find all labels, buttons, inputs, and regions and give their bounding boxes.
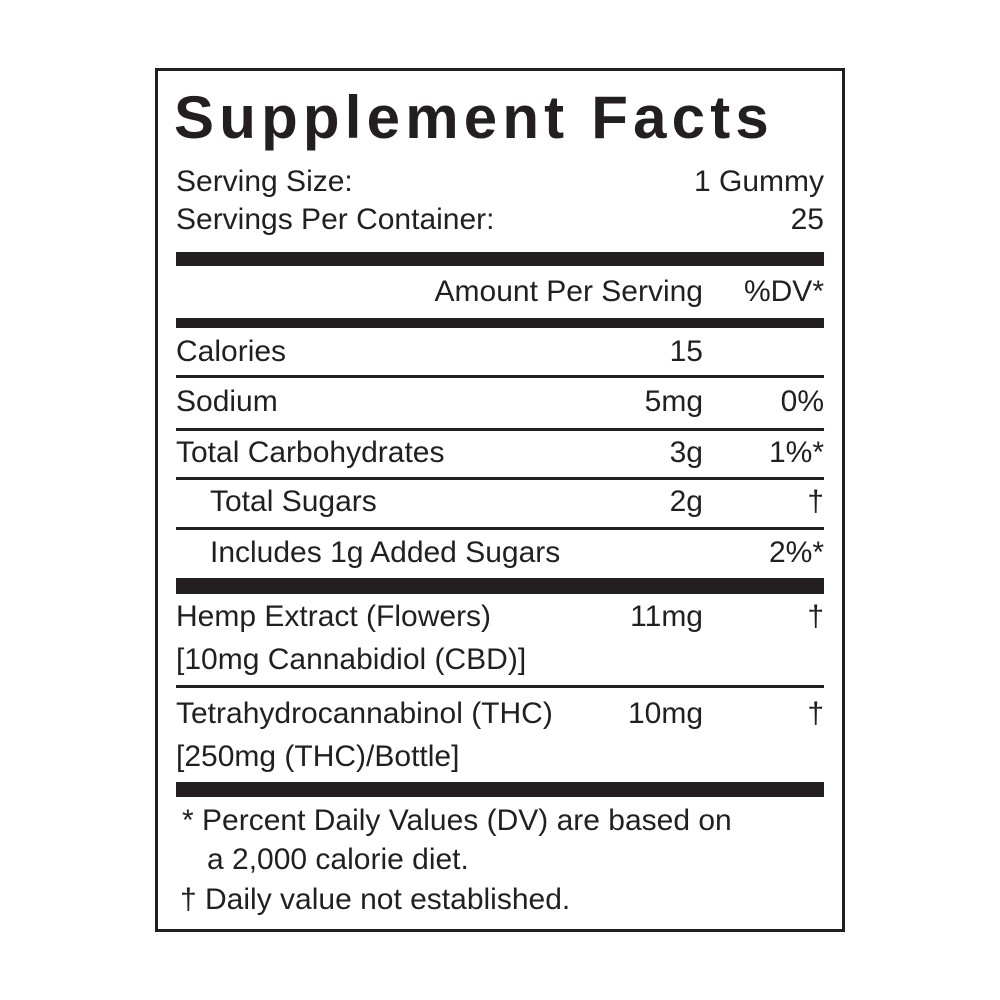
divider-thick — [176, 252, 824, 266]
divider-thin — [176, 527, 824, 530]
row-carbs-dv: 1%* — [768, 436, 824, 469]
row-sodium-dv: 0% — [780, 385, 824, 418]
amount-per-serving-header: Amount Per Serving — [434, 275, 703, 308]
divider-thin — [176, 477, 824, 480]
row-hemp-sub: [10mg Cannabidiol (CBD)] — [176, 643, 527, 676]
row-sodium-amount: 5mg — [644, 385, 703, 418]
row-thc-dv: † — [807, 697, 824, 730]
servings-per-container-value: 25 — [790, 203, 824, 236]
row-carbs-name: Total Carbohydrates — [176, 436, 445, 469]
row-hemp-dv: † — [807, 600, 824, 633]
row-thc-sub: [250mg (THC)/Bottle] — [176, 740, 460, 773]
row-sugars-amount: 2g — [669, 485, 703, 518]
row-added-sugars-name: Includes 1g Added Sugars — [210, 536, 561, 569]
supplement-facts-panel — [155, 68, 845, 932]
row-sugars-name: Total Sugars — [210, 485, 377, 518]
divider-thin — [176, 685, 824, 688]
row-calories-amount: 15 — [669, 335, 703, 368]
row-sugars-dv: † — [807, 485, 824, 518]
row-sodium-name: Sodium — [176, 385, 278, 418]
serving-size-label: Serving Size: — [176, 165, 353, 198]
panel-title: Supplement Facts — [174, 84, 774, 151]
divider-thick — [176, 782, 824, 797]
divider-thick — [176, 578, 824, 594]
dv-header: %DV* — [743, 275, 824, 308]
footnote-dv: * Percent Daily Values (DV) are based on — [182, 804, 732, 837]
row-thc-name: Tetrahydrocannabinol (THC) — [176, 697, 553, 730]
row-thc-amount: 10mg — [627, 697, 703, 730]
row-added-sugars-dv: 2%* — [768, 536, 824, 569]
divider-thin — [176, 375, 824, 378]
footnote-dv-cont: a 2,000 calorie diet. — [207, 843, 469, 876]
row-carbs-amount: 3g — [669, 436, 703, 469]
footnote-dagger: † Daily value not established. — [180, 883, 571, 916]
divider-medium — [176, 318, 824, 328]
row-hemp-amount: 11mg — [630, 600, 703, 633]
row-hemp-name: Hemp Extract (Flowers) — [176, 600, 492, 633]
servings-per-container-label: Servings Per Container: — [176, 203, 495, 236]
serving-size-value: 1 Gummy — [693, 165, 824, 198]
divider-thin — [176, 428, 824, 431]
row-calories-name: Calories — [176, 335, 287, 368]
